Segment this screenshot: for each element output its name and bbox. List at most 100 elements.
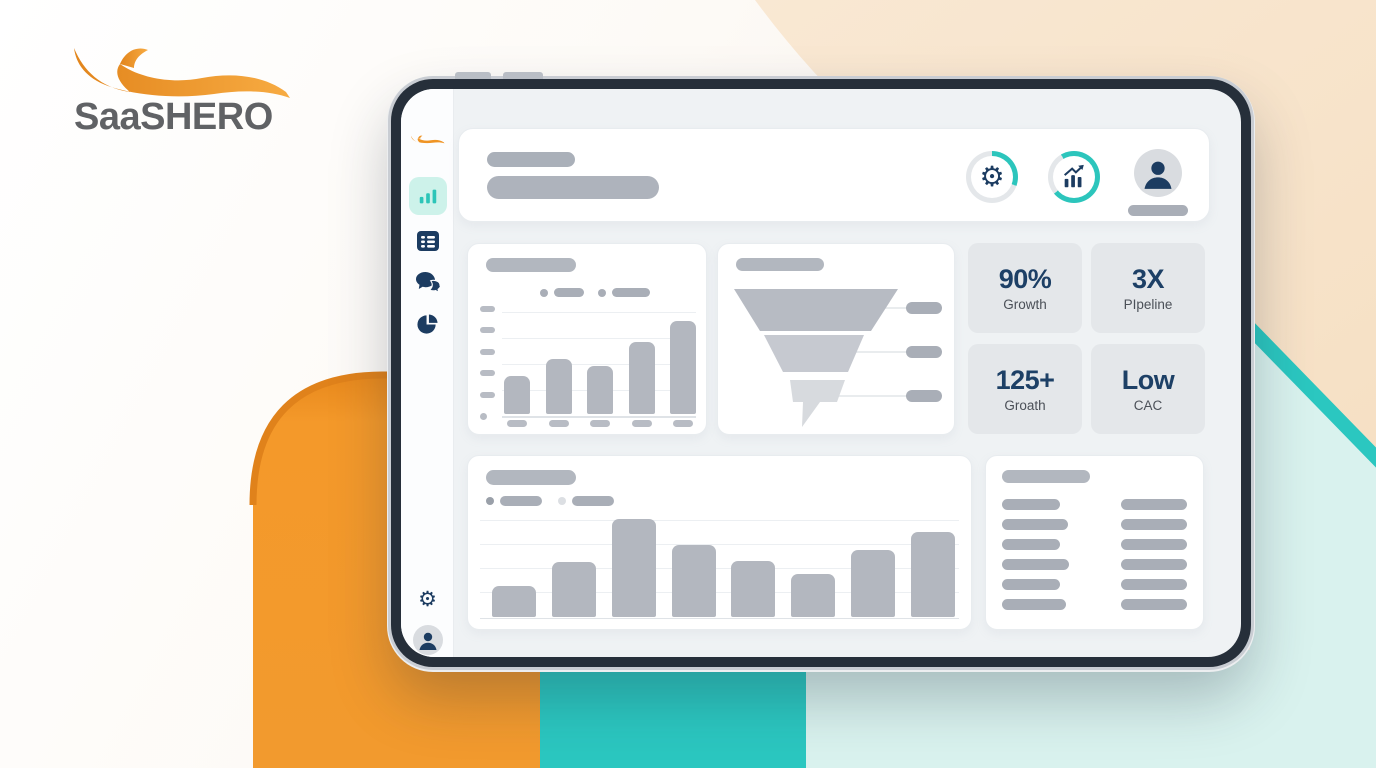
bar [492,586,536,617]
brand-logo-text: SaaSHERO [74,96,273,138]
orange-block-rim [249,371,540,506]
list-title-placeholder [1002,470,1090,483]
text-placeholder [1121,519,1187,530]
y-tick-placeholder [480,370,495,377]
bar [504,375,530,414]
bar [545,358,572,414]
text-placeholder [1002,579,1060,590]
funnel-label-placeholder [906,346,942,358]
gridline [480,568,959,569]
y-tick-placeholder [480,306,495,312]
text-placeholder [1121,579,1187,590]
legend-label-placeholder [500,496,542,506]
chat-icon [415,272,441,294]
stat-card-growth: 90% Growth [968,243,1082,333]
gear-icon: ⚙ [979,160,1005,193]
header-user-avatar[interactable] [1134,149,1182,197]
header-analytics-gauge[interactable] [1048,151,1100,203]
funnel-stage-2 [764,335,864,372]
list-row-placeholder [1002,599,1187,610]
text-placeholder [1002,539,1060,550]
bar [587,366,613,414]
text-placeholder [1121,499,1187,510]
avatar-name-placeholder [1128,205,1188,216]
stat-label: CAC [1133,398,1163,413]
sidebar-item-segments[interactable] [401,313,454,336]
axis-baseline [480,618,959,619]
list-row-placeholder [1002,539,1187,550]
funnel-stage-3 [790,380,845,427]
list-row-placeholder [1002,559,1187,570]
bar [731,561,776,617]
tablet-volume-button [455,72,491,79]
sidebar: ⚙ [401,89,454,657]
x-axis-ticks [504,420,696,427]
bar [910,531,955,617]
text-placeholder [1002,599,1066,610]
sidebar-item-reports[interactable] [401,229,454,253]
gear-icon: ⚙ [418,587,437,611]
header-settings-gauge[interactable]: ⚙ [966,151,1018,203]
x-tick-placeholder [631,420,652,427]
chart-legend [540,288,650,297]
stat-label: Growth [1003,297,1047,312]
chart-title-placeholder [486,470,576,485]
text-placeholder [1121,539,1187,550]
teal-stripe-shape [1240,319,1376,468]
bar-group [492,514,955,617]
y-tick-placeholder [480,327,495,334]
bar [628,341,655,414]
funnel-stage-1 [734,289,898,331]
legend-dot [558,497,566,505]
sidebar-item-analytics[interactable] [401,177,454,215]
person-icon [419,632,436,650]
gridline [502,364,696,365]
brand-logo: SaaSHERO [68,36,308,146]
bar [851,550,896,617]
placeholder-list [1002,499,1187,610]
text-placeholder [1121,559,1187,570]
gridline [502,338,696,339]
text-placeholder [1002,559,1069,570]
list-row-placeholder [1002,519,1187,530]
stat-card-cac: Low CAC [1091,344,1205,434]
axis-baseline [502,416,696,418]
person-icon [1144,161,1172,189]
sidebar-item-messages[interactable] [401,271,454,294]
tablet-volume-button [503,72,543,79]
y-axis-ticks [480,306,495,420]
bar-group [504,308,696,414]
text-placeholder [1002,499,1060,510]
funnel-chart-panel [717,243,955,435]
chart-title-placeholder [486,258,576,272]
chart-legend [486,496,614,506]
bar [551,562,596,617]
funnel-chart [734,289,942,427]
swoosh-icon [410,135,444,144]
stat-card-pipeline: 3X PIpeline [1091,243,1205,333]
stat-value: 3X [1131,264,1165,294]
swoosh-icon [74,48,290,98]
text-placeholder [1002,519,1068,530]
large-bar-chart-panel [467,455,972,630]
tablet-device: ⚙ ⚙ [391,72,1251,667]
header-title-placeholder [487,152,575,167]
list-panel [985,455,1204,630]
legend-label-placeholder [572,496,614,506]
y-tick-placeholder [480,412,487,420]
header-subtitle-placeholder [487,176,659,199]
sidebar-item-settings[interactable]: ⚙ [401,589,454,610]
y-tick-placeholder [480,391,495,398]
gridline [502,312,696,313]
bar [791,573,836,617]
bar-chart-icon [419,189,436,204]
gridline [480,592,959,593]
stat-value: Low [1121,365,1175,395]
stat-value: 90% [998,264,1052,294]
table-icon [416,231,439,251]
sidebar-logo [401,133,454,145]
x-tick-placeholder [673,420,693,427]
bar [670,320,696,414]
sidebar-item-profile[interactable] [401,625,454,655]
active-item-highlight [408,177,447,215]
